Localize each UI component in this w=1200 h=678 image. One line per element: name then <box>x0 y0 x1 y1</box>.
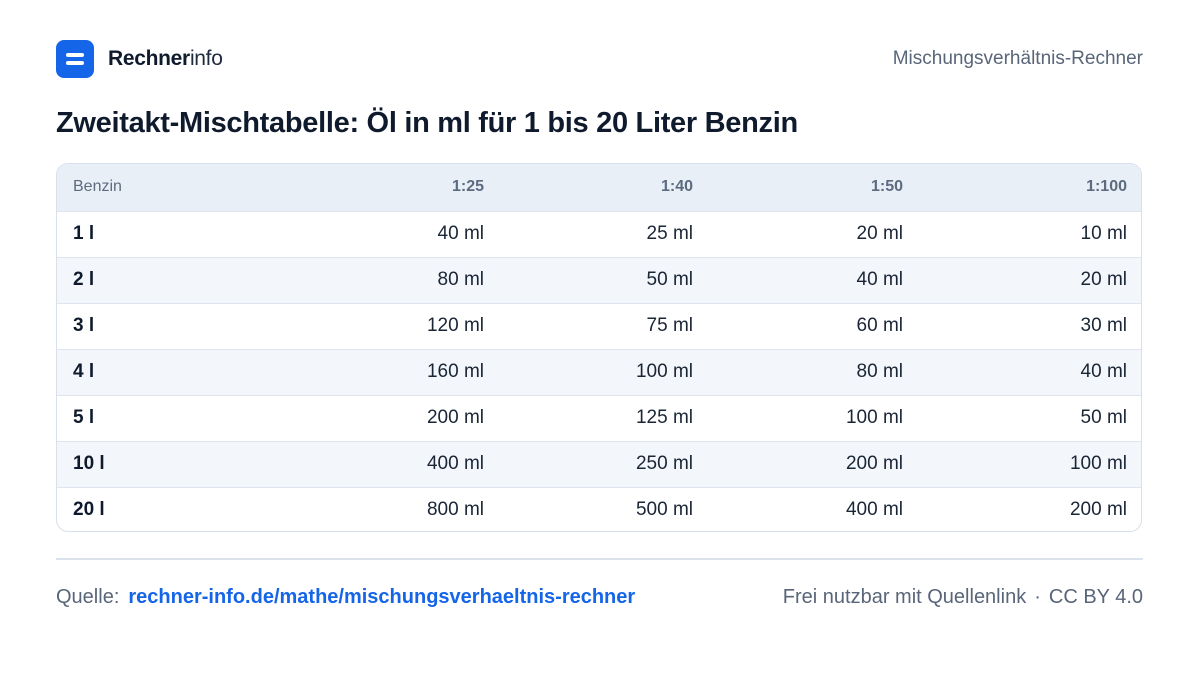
table-cell: 80 ml <box>437 269 484 290</box>
table-cell: 160 ml <box>426 361 484 382</box>
table-cell: 125 ml <box>635 407 693 428</box>
table-cell: 120 ml <box>426 315 484 336</box>
logo-bar-top <box>66 53 84 57</box>
page-footer: Quelle: rechner-info.de/mathe/mischungsve… <box>56 583 1143 611</box>
column-header: 1:40 <box>660 178 693 196</box>
table-row: 1 l 40 ml 25 ml 20 ml 10 ml <box>57 211 1141 257</box>
table-cell: 40 ml <box>437 223 484 244</box>
brand-name: Rechnerinfo <box>108 47 223 71</box>
table-body: 1 l 40 ml 25 ml 20 ml 10 ml 2 l 80 ml 50 ml 40 m… <box>57 211 1141 531</box>
table-cell: 40 ml <box>1080 361 1127 382</box>
footer-divider <box>56 558 1143 560</box>
table-row: 4 l 160 ml 100 ml 80 ml 40 ml <box>57 349 1141 395</box>
logo-bar-bottom <box>66 61 84 65</box>
brand-name-light: info <box>189 47 223 70</box>
table-cell: 100 ml <box>1069 453 1127 474</box>
table-cell: 10 ml <box>1080 223 1127 244</box>
page-header: Rechnerinfo Mischungsverhältnis-Rechner <box>56 40 1143 78</box>
table-cell: 20 ml <box>856 223 903 244</box>
table-cell: 20 ml <box>1080 269 1127 290</box>
footer-separator: · <box>1034 585 1041 608</box>
column-header: 1:100 <box>1086 178 1127 196</box>
brand-name-strong: Rechner <box>108 47 190 70</box>
page-title: Zweitakt-Mischtabelle: Öl in ml für 1 bi… <box>56 107 798 139</box>
table-row: 10 l 400 ml 250 ml 200 ml 100 ml <box>57 441 1141 487</box>
table-cell: 75 ml <box>646 315 693 336</box>
license-name: CC BY 4.0 <box>1048 585 1143 608</box>
table-row: 2 l 80 ml 50 ml 40 ml 20 ml <box>57 257 1141 303</box>
row-label: 10 l <box>73 453 105 474</box>
row-label: 2 l <box>73 269 95 290</box>
table-cell: 200 ml <box>1069 499 1127 521</box>
column-header: 1:25 <box>451 178 484 196</box>
table-cell: 50 ml <box>646 269 693 290</box>
row-label: 5 l <box>73 407 95 428</box>
row-label: 20 l <box>73 499 105 521</box>
column-header: 1:50 <box>870 178 903 196</box>
table-cell: 500 ml <box>635 499 693 521</box>
mix-table-grid: Benzin 1:25 1:40 1:50 1:100 1 l 40 ml 25 m… <box>57 164 1141 531</box>
table-cell: 800 ml <box>426 499 484 521</box>
row-label: 3 l <box>73 315 95 336</box>
table-header-row: Benzin 1:25 1:40 1:50 1:100 <box>57 164 1141 211</box>
row-label: 1 l <box>73 223 95 244</box>
calculator-name: Mischungsverhältnis-Rechner <box>892 48 1143 69</box>
license-text: Frei nutzbar mit Quellenlink <box>782 585 1027 608</box>
mix-table: Benzin 1:25 1:40 1:50 1:100 1 l 40 ml 25 m… <box>56 163 1142 532</box>
table-cell: 400 ml <box>426 453 484 474</box>
calculator-equals-icon <box>56 40 94 78</box>
table-cell: 80 ml <box>856 361 903 382</box>
table-row: 5 l 200 ml 125 ml 100 ml 50 ml <box>57 395 1141 441</box>
table-cell: 200 ml <box>845 453 903 474</box>
source-label: Quelle: <box>56 585 120 608</box>
table-row: 3 l 120 ml 75 ml 60 ml 30 ml <box>57 303 1141 349</box>
source-link[interactable]: rechner-info.de/mathe/mischungsverhaeltn… <box>128 585 636 608</box>
table-cell: 100 ml <box>845 407 903 428</box>
table-cell: 25 ml <box>646 223 693 244</box>
brand-logo[interactable]: Rechnerinfo <box>56 40 223 78</box>
table-cell: 400 ml <box>845 499 903 521</box>
table-row: 20 l 800 ml 500 ml 400 ml 200 ml <box>57 487 1141 531</box>
table-cell: 100 ml <box>635 361 693 382</box>
license-info: Frei nutzbar mit Quellenlink · CC BY 4.0 <box>783 586 1143 609</box>
row-label: 4 l <box>73 361 95 382</box>
table-cell: 40 ml <box>856 269 903 290</box>
table-cell: 250 ml <box>635 453 693 474</box>
source-attribution: Quelle: rechner-info.de/mathe/mischungsve… <box>56 586 635 609</box>
table-cell: 30 ml <box>1080 315 1127 336</box>
table-cell: 50 ml <box>1080 407 1127 428</box>
column-header: Benzin <box>73 178 122 196</box>
table-cell: 200 ml <box>426 407 484 428</box>
table-cell: 60 ml <box>856 315 903 336</box>
